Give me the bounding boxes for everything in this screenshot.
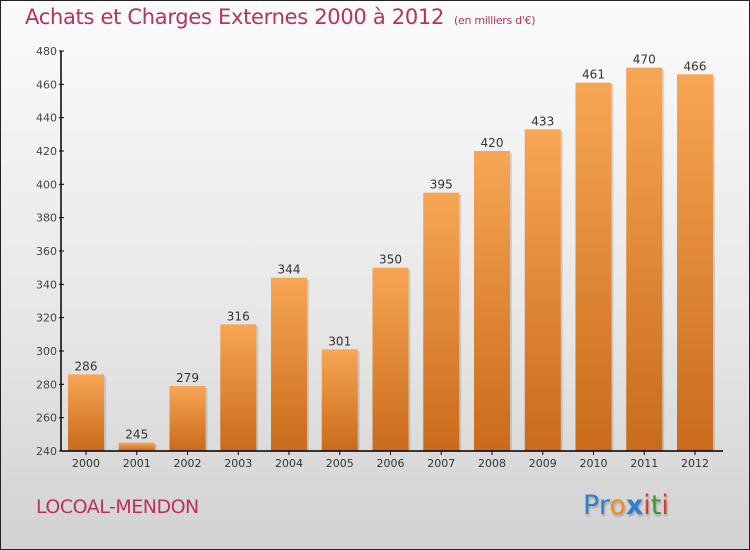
bar-2008 — [474, 151, 510, 451]
data-label-2002: 279 — [176, 371, 199, 385]
x-tick-label-2004: 2004 — [275, 457, 303, 470]
x-tick-label-2007: 2007 — [427, 457, 455, 470]
data-label-2004: 344 — [278, 263, 301, 277]
data-label-2008: 420 — [481, 136, 504, 150]
proxiti-logo[interactable]: Proxiti — [583, 490, 669, 521]
x-tick-label-2002: 2002 — [174, 457, 202, 470]
y-tick-label-480: 480 — [36, 45, 57, 58]
logo-letter: o — [609, 490, 626, 521]
bar-2012 — [677, 74, 713, 451]
bar-2003 — [220, 324, 257, 451]
title-unit: (en milliers d'€) — [454, 14, 536, 27]
logo-letter: i — [643, 490, 651, 521]
bar-2000 — [68, 374, 104, 451]
x-tick-label-2012: 2012 — [681, 457, 709, 470]
bar-2011 — [626, 67, 663, 452]
y-tick-label-300: 300 — [36, 345, 57, 358]
x-tick-label-2009: 2009 — [529, 457, 557, 470]
data-label-2005: 301 — [328, 334, 351, 348]
x-tick-label-2010: 2010 — [580, 457, 608, 470]
y-tick-label-380: 380 — [36, 212, 57, 225]
bar-2009 — [524, 129, 561, 452]
x-tick-label-2008: 2008 — [478, 457, 506, 470]
bar-2007 — [423, 192, 460, 451]
data-label-2003: 316 — [227, 309, 250, 323]
title-main: Achats et Charges Externes 2000 à 2012 — [25, 5, 445, 29]
y-tick-label-320: 320 — [36, 312, 57, 325]
data-label-2000: 286 — [75, 359, 98, 373]
bar-2005 — [321, 349, 358, 451]
y-tick-label-460: 460 — [36, 78, 57, 91]
data-label-2009: 433 — [531, 114, 554, 128]
logo-letter: P — [583, 490, 599, 521]
bars-group: 286 245 279 316 344 301 350 395 420 433 461 470 466 — [68, 53, 715, 452]
bar-2001 — [118, 442, 155, 451]
x-tick-label-2001: 2001 — [123, 457, 151, 470]
y-tick-label-240: 240 — [36, 445, 57, 458]
logo-letter: t — [650, 490, 662, 521]
data-label-2011: 470 — [633, 53, 656, 67]
chart-title: Achats et Charges Externes 2000 à 2012 (e… — [25, 5, 536, 29]
bar-2002 — [169, 386, 206, 451]
y-tick-label-280: 280 — [36, 378, 57, 391]
axes-group: 2000 2001 2002 2003 2004 2005 2006 2007 2008 2009… — [36, 45, 723, 470]
data-label-2006: 350 — [379, 253, 402, 267]
bar-2004 — [271, 277, 307, 451]
data-label-2012: 466 — [684, 59, 707, 73]
y-tick-label-420: 420 — [36, 145, 57, 158]
y-tick-label-260: 260 — [36, 412, 57, 425]
y-tick-label-400: 400 — [36, 178, 57, 191]
bar-2006 — [372, 267, 409, 451]
data-label-2001: 245 — [125, 428, 148, 442]
logo-letter: i — [661, 490, 669, 521]
town-name: LOCOAL-MENDON — [36, 496, 199, 518]
y-tick-label-440: 440 — [36, 112, 57, 125]
x-tick-label-2000: 2000 — [72, 457, 100, 470]
x-tick-label-2003: 2003 — [224, 457, 252, 470]
data-label-2010: 461 — [582, 68, 605, 82]
y-tick-label-360: 360 — [36, 245, 57, 258]
data-label-2007: 395 — [430, 178, 453, 192]
logo-letter: x — [625, 490, 644, 521]
x-tick-label-2011: 2011 — [630, 457, 658, 470]
bar-2010 — [575, 82, 612, 452]
logo-letter: r — [598, 490, 610, 521]
x-tick-label-2006: 2006 — [377, 457, 405, 470]
x-tick-label-2005: 2005 — [326, 457, 354, 470]
y-tick-label-340: 340 — [36, 278, 57, 291]
